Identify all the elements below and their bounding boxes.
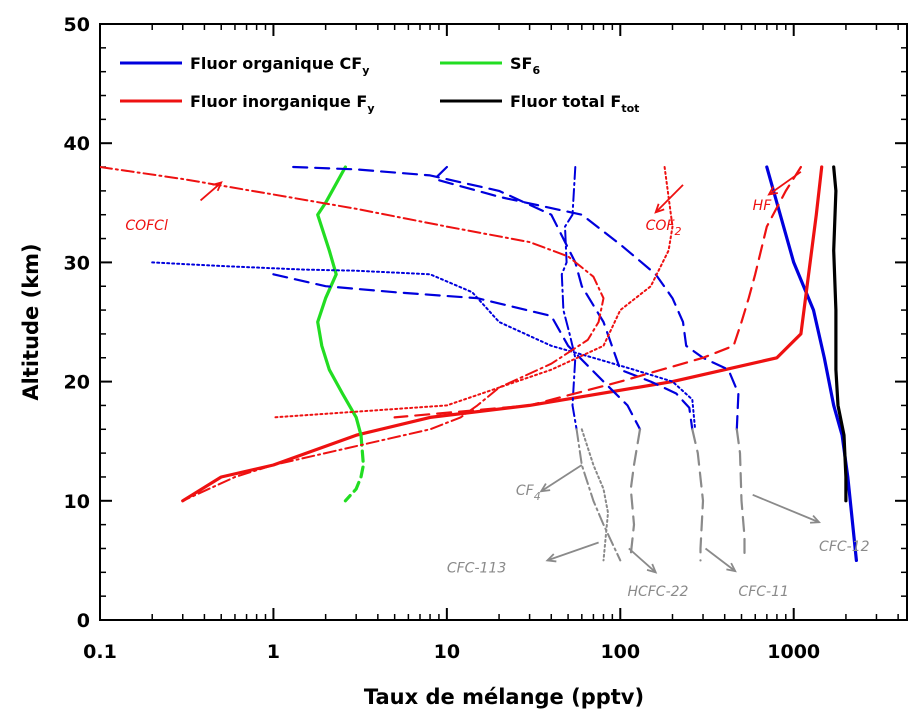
legend-label: SF6 [510,54,540,77]
annotation-arrow [752,494,820,524]
x-tick-label: 0.1 [83,641,117,663]
series-line [272,166,674,419]
annotation-label: CF4 [516,483,541,503]
annotation-label: COFCl [125,218,168,234]
annotation-arrow [768,171,802,196]
y-axis-label: Altitude (km) [19,243,43,400]
series-line [560,166,578,431]
x-tick-label: 1 [267,641,280,663]
legend-label: Fluor total Ftot [510,92,639,115]
annotation-label: HF [753,198,773,214]
annotation-arrowhead [654,203,665,214]
annotation-arrowhead [726,562,737,573]
x-tick-label: 10 [434,641,460,663]
annotation-layer: COFCl COF2 HF CF4 CFC-113 HCFC-22 CFC-11 CFC-12 [125,171,870,600]
plot-area: 0 10 20 30 40 50 0.1 1 10 100 1000 [64,14,908,663]
x-axis-label: Taux de mélange (pptv) [364,685,644,709]
series-line [580,428,609,562]
legend-label: Fluor organique CFy [190,54,369,77]
series-line [151,261,697,431]
annotation-label: COF2 [646,218,682,238]
series-line [832,165,848,503]
annotation-arrowhead [212,181,223,192]
annotation-label: CFC-113 [447,560,506,576]
y-tick-label: 10 [64,491,90,513]
annotation-arrowhead [646,563,658,574]
series-line [691,428,705,562]
series-line [765,165,858,562]
y-tick-label: 40 [64,133,90,155]
series-line [735,428,746,562]
series-line [343,433,365,503]
legend: Fluor organique CFy SF6 Fluor inorganique … [120,54,639,115]
y-tick-label: 50 [64,14,90,36]
annotation-arrow [655,184,684,213]
series-line [629,428,642,556]
annotation-arrow [704,547,736,572]
annotation-arrow [199,181,222,202]
series-line [316,165,363,437]
y-tick-label: 30 [64,252,90,274]
series-line [272,273,642,431]
y-tick-label: 0 [77,610,90,632]
series-line [100,166,605,502]
series-line [433,165,740,431]
series-line [292,165,694,431]
x-tick-label: 1000 [767,641,820,663]
y-tick-label: 20 [64,372,90,394]
annotation-arrowhead [810,514,821,524]
annotation-label: HCFC-22 [627,584,688,600]
legend-label: Fluor inorganique Fy [190,92,375,115]
annotation-label: CFC-11 [738,584,788,600]
annotation-arrowhead [539,483,551,493]
series-line [393,165,802,419]
annotation-arrowhead [545,553,557,563]
annotation-arrow [628,547,657,573]
x-tick-label: 100 [600,641,640,663]
plot-frame [99,23,908,621]
annotation-arrow [540,464,583,493]
series-line [575,428,622,562]
series-line [181,165,824,503]
annotation-arrow [547,541,599,562]
annotation-label: CFC-12 [819,539,870,555]
annotation-arrowhead [767,186,778,196]
series-layer [100,165,858,562]
